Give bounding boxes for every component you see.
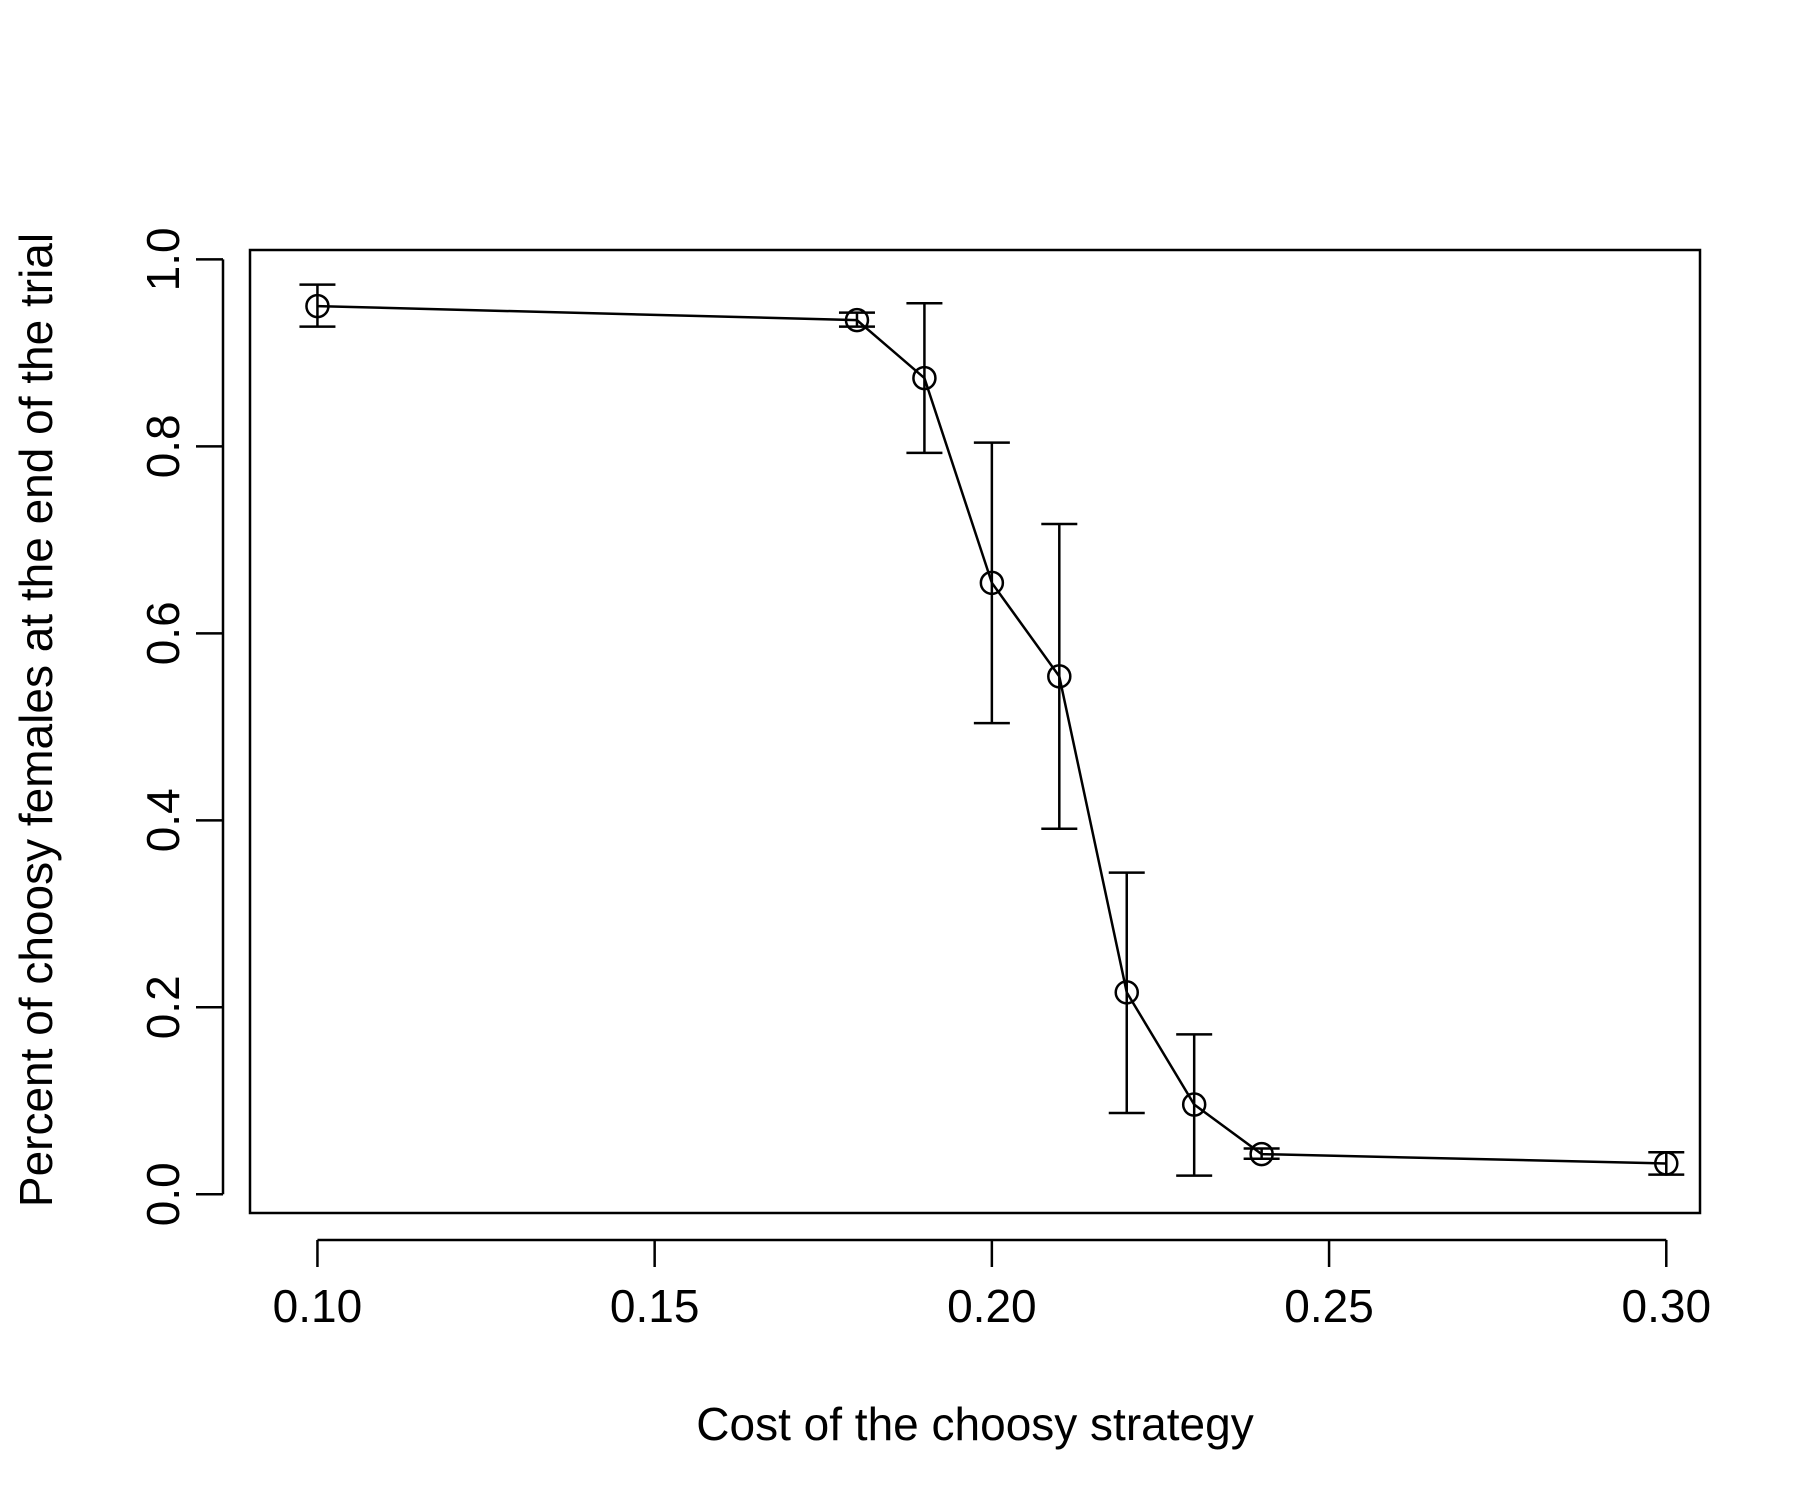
x-tick-label: 0.30 xyxy=(1622,1280,1712,1332)
y-tick-label: 1.0 xyxy=(137,227,189,291)
x-tick-label: 0.10 xyxy=(273,1280,363,1332)
y-tick-label: 0.0 xyxy=(137,1162,189,1226)
data-point xyxy=(979,570,1005,596)
y-tick-label: 0.4 xyxy=(137,788,189,852)
y-tick-label: 0.2 xyxy=(137,975,189,1039)
data-point xyxy=(1249,1141,1274,1167)
x-tick-label: 0.20 xyxy=(947,1280,1037,1332)
plot-frame xyxy=(248,248,1702,1215)
data-point xyxy=(912,365,937,391)
data-point xyxy=(844,307,870,333)
y-tick-label: 0.8 xyxy=(137,414,189,478)
data-point xyxy=(1114,980,1139,1005)
series-line xyxy=(317,304,1667,1165)
x-tick-label: 0.25 xyxy=(1284,1280,1374,1332)
data-point xyxy=(305,293,330,319)
data-point xyxy=(1654,1151,1679,1176)
y-axis-label: Percent of choosy females at the end of … xyxy=(10,233,62,1207)
x-tick-label: 0.15 xyxy=(610,1280,700,1332)
plot-area: 0.10 0.15 0.20 0.25 0.30 0.0 0.2 0.4 0.6 0.8 1.0 xyxy=(137,227,1711,1332)
data-point xyxy=(1047,664,1072,689)
y-tick-label: 0.6 xyxy=(137,601,189,665)
x-axis-label: Cost of the choosy strategy xyxy=(696,1398,1253,1450)
data-point xyxy=(1181,1092,1207,1117)
